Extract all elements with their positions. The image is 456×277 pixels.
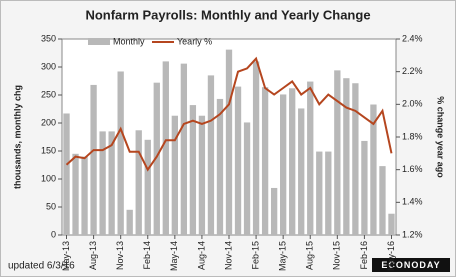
x-tick-label: May-13: [61, 241, 71, 271]
bar: [144, 139, 151, 235]
y2-tick-label: 2.4%: [402, 33, 423, 43]
chart-title: Nonfarm Payrolls: Monthly and Yearly Cha…: [85, 7, 370, 22]
x-tick-label: Nov-13: [115, 241, 125, 270]
x-tick-label: Aug-13: [88, 241, 98, 270]
bar: [171, 115, 178, 235]
y-tick-label: 350: [41, 33, 56, 43]
bar: [63, 113, 70, 235]
legend-label: Monthly: [113, 36, 145, 46]
y2-tick-label: 2.2%: [402, 66, 423, 76]
bar: [343, 78, 350, 235]
footer: updated 6/3/16: [8, 261, 75, 272]
bar: [162, 61, 169, 236]
y2-tick-label: 1.6%: [402, 164, 423, 174]
bar: [252, 61, 260, 236]
bar: [198, 115, 206, 235]
bar: [135, 130, 142, 235]
x-tick-label: Nov-14: [223, 241, 233, 270]
bar: [180, 63, 188, 235]
bar: [316, 151, 323, 235]
y-tick-label: 50: [46, 201, 56, 211]
y-tick-label: 0: [51, 229, 56, 239]
bar: [81, 156, 88, 235]
line: [65, 56, 393, 172]
bar: [234, 86, 242, 235]
x-tick-label: Feb-14: [142, 241, 152, 270]
bar: [334, 70, 341, 235]
y-tick-label: 100: [41, 173, 56, 183]
y-tick-label: 300: [41, 61, 56, 71]
bar: [117, 71, 124, 235]
bar: [189, 105, 197, 235]
logo: ECONODAY: [381, 260, 440, 270]
x-tick-label: Nov-15: [332, 241, 342, 270]
bar: [261, 87, 269, 235]
bar: [361, 140, 368, 235]
y-tick-label: 200: [41, 117, 56, 127]
y2-axis-label: % change year ago: [436, 96, 446, 178]
legend-label: Yearly %: [177, 36, 212, 46]
x-tick-label: Feb-15: [250, 241, 260, 270]
y-tick-label: 250: [41, 89, 56, 99]
legend-swatch: [88, 38, 110, 45]
bar: [270, 187, 278, 235]
x-tick-label: Aug-14: [196, 241, 206, 270]
y2-tick-label: 1.4%: [402, 197, 423, 207]
x-tick-label: Aug-15: [305, 241, 315, 270]
x-tick-label: May-16: [386, 241, 396, 271]
bar: [298, 108, 305, 235]
bar: [225, 49, 233, 235]
bar: [307, 81, 314, 235]
bar: [352, 83, 359, 236]
bar: [289, 88, 296, 235]
bar: [72, 153, 79, 235]
y2-tick-label: 1.8%: [402, 131, 423, 141]
x-tick-label: May-15: [278, 241, 288, 271]
bar: [388, 213, 395, 235]
bar: [207, 75, 215, 236]
logo-box: [372, 258, 450, 272]
bar: [153, 82, 160, 236]
y-axis-label: thousands, monthly chg: [12, 85, 22, 189]
bar: [379, 166, 386, 235]
y-tick-label: 150: [41, 145, 56, 155]
bar: [90, 84, 97, 235]
x-tick-label: Feb-16: [359, 241, 369, 270]
x-tick-label: May-14: [169, 241, 179, 271]
bar: [108, 131, 115, 235]
bar: [243, 122, 251, 235]
y2-tick-label: 1.2%: [402, 229, 423, 239]
bar: [126, 209, 133, 235]
bar: [280, 94, 287, 235]
bar: [216, 98, 224, 235]
bar: [370, 104, 377, 236]
bar: [325, 151, 332, 235]
y2-tick-label: 2.0%: [402, 99, 423, 109]
bar: [99, 131, 106, 235]
